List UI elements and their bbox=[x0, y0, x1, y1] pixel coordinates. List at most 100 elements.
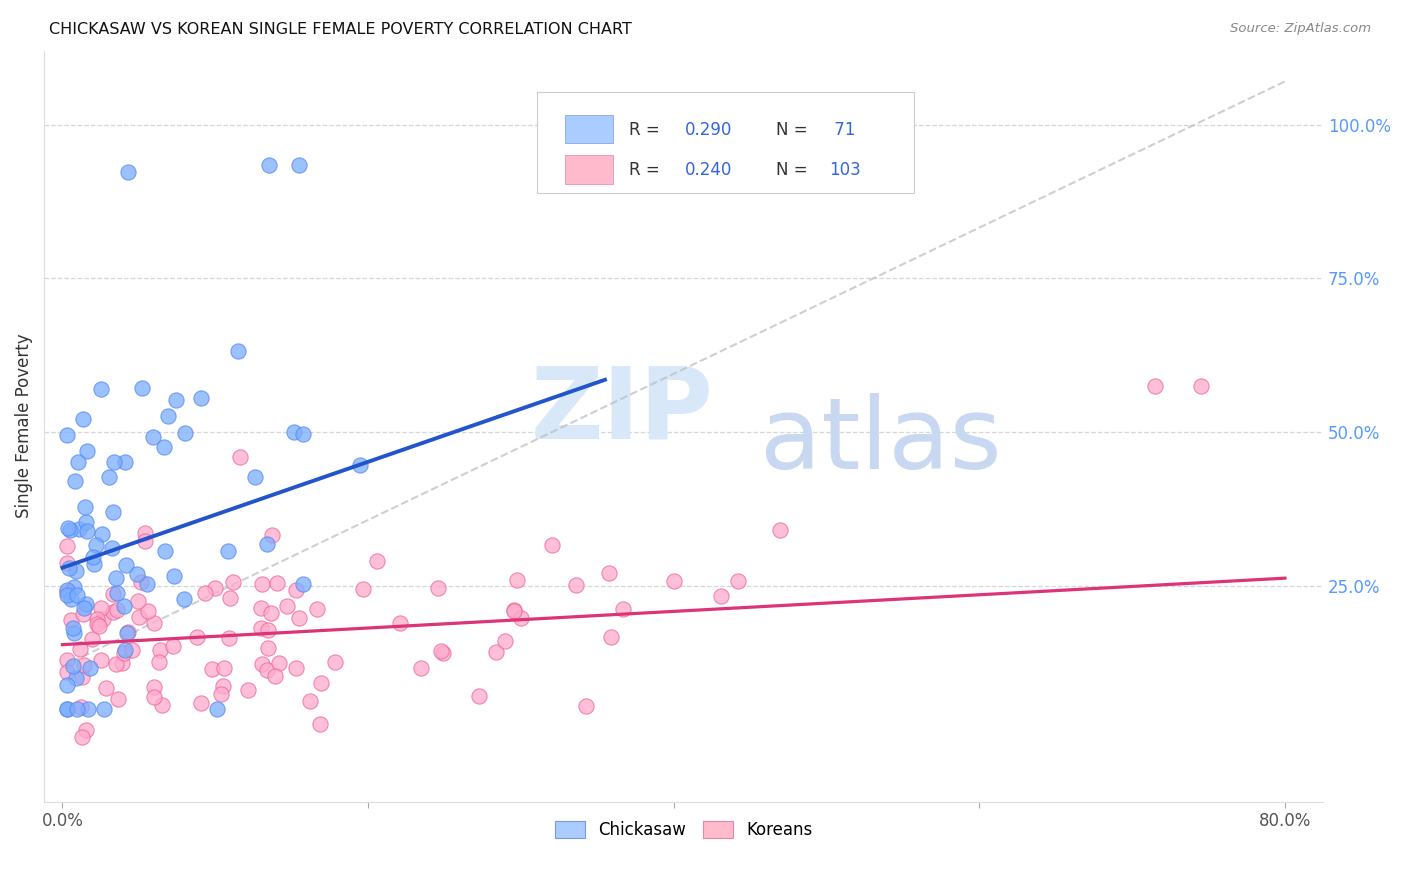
Point bbox=[90, 653, 112, 667]
Point bbox=[70, 670, 93, 684]
Point bbox=[56, 521, 79, 535]
Point bbox=[89, 600, 111, 615]
Point bbox=[56, 588, 79, 602]
Point bbox=[207, 702, 229, 716]
Point bbox=[128, 609, 150, 624]
Point bbox=[58, 560, 80, 574]
Point bbox=[56, 428, 79, 442]
Point bbox=[266, 575, 288, 590]
Point bbox=[285, 582, 308, 597]
Point bbox=[89, 619, 111, 633]
Point bbox=[107, 692, 129, 706]
Point bbox=[114, 643, 136, 657]
Legend: Chickasaw, Koreans: Chickasaw, Koreans bbox=[548, 814, 820, 846]
Point bbox=[73, 658, 96, 673]
Point bbox=[69, 642, 91, 657]
Point bbox=[114, 455, 136, 469]
Point bbox=[66, 702, 89, 716]
Point bbox=[56, 539, 79, 553]
Point bbox=[257, 624, 280, 638]
Point bbox=[75, 515, 97, 529]
Point bbox=[540, 538, 562, 552]
Point bbox=[86, 612, 108, 626]
Point bbox=[468, 690, 491, 704]
Text: 0.290: 0.290 bbox=[685, 120, 733, 139]
Point bbox=[409, 661, 432, 675]
Text: 103: 103 bbox=[830, 161, 862, 179]
Point bbox=[56, 653, 79, 667]
Point bbox=[727, 574, 749, 588]
Point bbox=[142, 616, 165, 631]
Point bbox=[56, 678, 79, 692]
Point bbox=[103, 455, 125, 469]
Point bbox=[217, 544, 239, 558]
Point bbox=[494, 633, 516, 648]
Point bbox=[115, 625, 138, 640]
Point bbox=[219, 591, 242, 605]
Point bbox=[163, 569, 186, 583]
Point bbox=[260, 606, 283, 620]
Text: Source: ZipAtlas.com: Source: ZipAtlas.com bbox=[1230, 22, 1371, 36]
Point bbox=[503, 604, 526, 618]
Point bbox=[598, 566, 620, 581]
Point bbox=[662, 574, 685, 588]
Point bbox=[98, 470, 121, 484]
Point bbox=[117, 164, 139, 178]
Point bbox=[59, 614, 82, 628]
Point bbox=[204, 581, 226, 595]
Point bbox=[174, 425, 197, 440]
Point bbox=[194, 586, 217, 600]
Text: atlas: atlas bbox=[761, 392, 1002, 490]
Point bbox=[112, 646, 135, 660]
Point bbox=[165, 392, 187, 407]
Point bbox=[62, 659, 84, 673]
Point bbox=[427, 582, 450, 596]
Point bbox=[157, 409, 180, 423]
Point bbox=[503, 603, 526, 617]
Point bbox=[612, 602, 634, 616]
Point bbox=[72, 607, 94, 622]
Point bbox=[288, 610, 311, 624]
Point bbox=[65, 588, 87, 602]
Point bbox=[257, 640, 280, 655]
Point bbox=[105, 657, 128, 671]
Text: N =: N = bbox=[776, 120, 813, 139]
Point bbox=[284, 660, 307, 674]
Point bbox=[65, 474, 87, 488]
Point bbox=[77, 702, 100, 716]
Point bbox=[565, 578, 588, 592]
Point bbox=[264, 669, 287, 683]
Text: CHICKASAW VS KOREAN SINGLE FEMALE POVERTY CORRELATION CHART: CHICKASAW VS KOREAN SINGLE FEMALE POVERT… bbox=[49, 22, 633, 37]
Point bbox=[65, 671, 87, 685]
Point bbox=[73, 601, 96, 615]
Point bbox=[1144, 379, 1167, 393]
Point bbox=[83, 557, 105, 571]
Point bbox=[134, 534, 156, 549]
Point bbox=[129, 574, 152, 589]
Point bbox=[245, 470, 267, 484]
Point bbox=[136, 577, 159, 591]
Point bbox=[107, 603, 129, 617]
Point bbox=[236, 682, 259, 697]
Point bbox=[93, 702, 115, 716]
Point bbox=[430, 644, 453, 658]
Text: 0.240: 0.240 bbox=[685, 161, 733, 179]
FancyBboxPatch shape bbox=[565, 155, 613, 184]
Point bbox=[63, 580, 86, 594]
Point bbox=[101, 541, 124, 556]
Y-axis label: Single Female Poverty: Single Female Poverty bbox=[15, 334, 32, 518]
Point bbox=[229, 450, 252, 464]
Point bbox=[149, 643, 172, 657]
Point bbox=[142, 430, 165, 444]
Point bbox=[309, 676, 332, 690]
Point bbox=[249, 621, 271, 635]
Point bbox=[79, 661, 101, 675]
Point bbox=[67, 522, 90, 536]
Point bbox=[186, 630, 208, 644]
Point bbox=[485, 645, 508, 659]
Point bbox=[94, 681, 117, 695]
Point bbox=[710, 589, 733, 603]
Point bbox=[136, 604, 159, 618]
Point bbox=[276, 599, 298, 613]
Point bbox=[262, 528, 284, 542]
